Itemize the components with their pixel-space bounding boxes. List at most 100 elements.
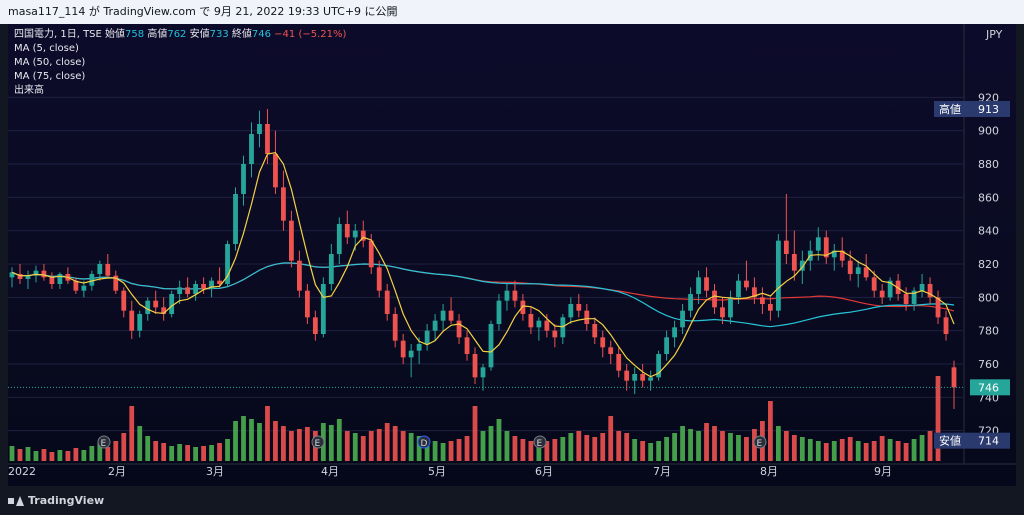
candle-body[interactable] bbox=[576, 304, 582, 311]
candle-body[interactable] bbox=[871, 277, 877, 291]
candle-body[interactable] bbox=[728, 297, 733, 318]
candle-body[interactable] bbox=[129, 310, 135, 331]
candle-body[interactable] bbox=[791, 254, 797, 271]
candle-body[interactable] bbox=[424, 330, 430, 344]
candle-body[interactable] bbox=[520, 300, 526, 314]
candle-body[interactable] bbox=[496, 300, 502, 324]
ma50-line[interactable] bbox=[11, 262, 955, 328]
candle-body[interactable] bbox=[153, 300, 159, 308]
candle-body[interactable] bbox=[472, 354, 478, 378]
candle-body[interactable] bbox=[775, 240, 781, 311]
candle-body[interactable] bbox=[935, 297, 941, 318]
candle-body[interactable] bbox=[600, 337, 606, 348]
candle-body[interactable] bbox=[281, 187, 286, 221]
candle-body[interactable] bbox=[512, 290, 518, 301]
candle-body[interactable] bbox=[887, 280, 893, 298]
candle-body[interactable] bbox=[752, 287, 757, 298]
candle-body[interactable] bbox=[440, 310, 446, 321]
candle-body[interactable] bbox=[352, 230, 358, 238]
candle-body[interactable] bbox=[41, 270, 47, 278]
candle-body[interactable] bbox=[169, 294, 175, 314]
candle-body[interactable] bbox=[400, 340, 406, 358]
candle-body[interactable] bbox=[640, 374, 646, 381]
candle-body[interactable] bbox=[799, 260, 805, 271]
candle-body[interactable] bbox=[464, 337, 470, 354]
event-marker-icon[interactable] bbox=[311, 435, 325, 449]
candle-body[interactable] bbox=[552, 330, 558, 338]
candle-body[interactable] bbox=[688, 294, 693, 311]
candle-body[interactable] bbox=[241, 164, 246, 194]
candle-body[interactable] bbox=[257, 124, 262, 134]
candle-body[interactable] bbox=[448, 310, 454, 321]
candle-body[interactable] bbox=[177, 287, 183, 294]
candle-body[interactable] bbox=[823, 237, 829, 258]
candle-body[interactable] bbox=[680, 310, 685, 328]
candle-body[interactable] bbox=[416, 344, 422, 351]
candle-body[interactable] bbox=[121, 290, 127, 311]
candle-body[interactable] bbox=[73, 280, 79, 291]
legend-ma5[interactable]: MA (5, close) bbox=[14, 43, 79, 54]
candle-body[interactable] bbox=[320, 284, 326, 334]
candle-body[interactable] bbox=[927, 284, 933, 298]
candle-body[interactable] bbox=[648, 377, 654, 381]
candle-body[interactable] bbox=[304, 290, 310, 318]
candle-body[interactable] bbox=[57, 274, 63, 284]
candle-body[interactable] bbox=[217, 280, 222, 284]
ma5-line[interactable] bbox=[11, 152, 955, 378]
candle-body[interactable] bbox=[855, 267, 861, 274]
candle-body[interactable] bbox=[656, 354, 662, 378]
legend-symbol[interactable]: 四国電力, 1日, TSE bbox=[14, 29, 102, 40]
candle-body[interactable] bbox=[201, 284, 206, 289]
candle-body[interactable] bbox=[480, 367, 486, 378]
candle-body[interactable] bbox=[81, 285, 87, 291]
candle-body[interactable] bbox=[911, 290, 917, 304]
candle-body[interactable] bbox=[720, 307, 725, 318]
legend-ma50[interactable]: MA (50, close) bbox=[14, 57, 86, 68]
candle-body[interactable] bbox=[744, 280, 749, 288]
candle-body[interactable] bbox=[336, 224, 342, 254]
candle-body[interactable] bbox=[360, 230, 366, 241]
candle-body[interactable] bbox=[536, 320, 542, 328]
candle-body[interactable] bbox=[289, 220, 294, 261]
candle-body[interactable] bbox=[432, 320, 438, 331]
candle-body[interactable] bbox=[185, 287, 191, 294]
candle-body[interactable] bbox=[137, 314, 143, 331]
candle-body[interactable] bbox=[265, 124, 270, 154]
candle-body[interactable] bbox=[105, 264, 111, 276]
candle-body[interactable] bbox=[664, 337, 670, 354]
candle-body[interactable] bbox=[273, 154, 278, 188]
candle-body[interactable] bbox=[879, 290, 885, 298]
candle-body[interactable] bbox=[97, 264, 103, 274]
candle-body[interactable] bbox=[831, 250, 837, 258]
candle-body[interactable] bbox=[919, 284, 925, 291]
candle-body[interactable] bbox=[145, 300, 151, 314]
candle-body[interactable] bbox=[760, 297, 765, 304]
candle-body[interactable] bbox=[847, 260, 853, 274]
candle-body[interactable] bbox=[943, 317, 949, 334]
candle-body[interactable] bbox=[624, 370, 630, 381]
chart-area[interactable]: 920 900 880 860 840 820 800 780 760 740 720 JPY 高値 91… bbox=[8, 24, 1016, 486]
candle-body[interactable] bbox=[368, 240, 374, 268]
candle-body[interactable] bbox=[736, 280, 741, 298]
candle-body[interactable] bbox=[504, 290, 510, 301]
candle-body[interactable] bbox=[488, 324, 494, 368]
candle-body[interactable] bbox=[328, 254, 334, 284]
candle-body[interactable] bbox=[632, 374, 638, 381]
candle-body[interactable] bbox=[233, 194, 238, 244]
candle-body[interactable] bbox=[608, 347, 614, 354]
candle-body[interactable] bbox=[376, 267, 382, 291]
candle-body[interactable] bbox=[408, 350, 414, 358]
candle-body[interactable] bbox=[616, 354, 622, 371]
candle-body[interactable] bbox=[839, 250, 845, 261]
candle-body[interactable] bbox=[113, 275, 119, 291]
legend-volume[interactable]: 出来高 bbox=[14, 85, 44, 96]
candle-body[interactable] bbox=[392, 314, 398, 341]
candle-body[interactable] bbox=[9, 272, 15, 278]
tradingview-logo[interactable]: TradingView bbox=[8, 494, 104, 507]
candle-body[interactable] bbox=[863, 267, 869, 278]
event-marker-icon[interactable] bbox=[753, 435, 767, 449]
candle-body[interactable] bbox=[592, 324, 598, 338]
candle-body[interactable] bbox=[17, 274, 23, 279]
candle-body[interactable] bbox=[249, 134, 254, 164]
